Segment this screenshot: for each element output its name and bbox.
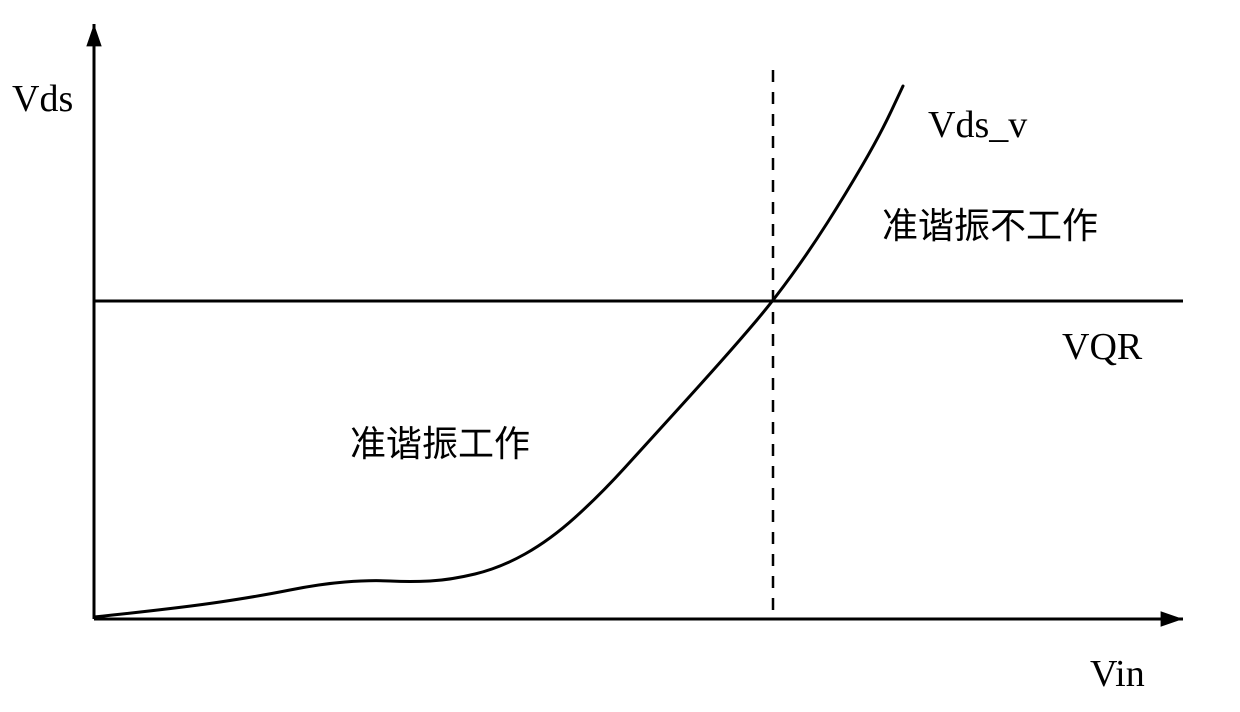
vqr-label: VQR: [1062, 325, 1142, 369]
x-axis-label: Vin: [1090, 652, 1145, 696]
curve-label: Vds_v: [928, 103, 1027, 147]
chart-svg: [0, 0, 1240, 712]
region-left-label: 准谐振工作: [350, 415, 530, 467]
y-axis-label: Vds: [12, 77, 73, 121]
region-right-label: 准谐振不工作: [882, 197, 1098, 249]
